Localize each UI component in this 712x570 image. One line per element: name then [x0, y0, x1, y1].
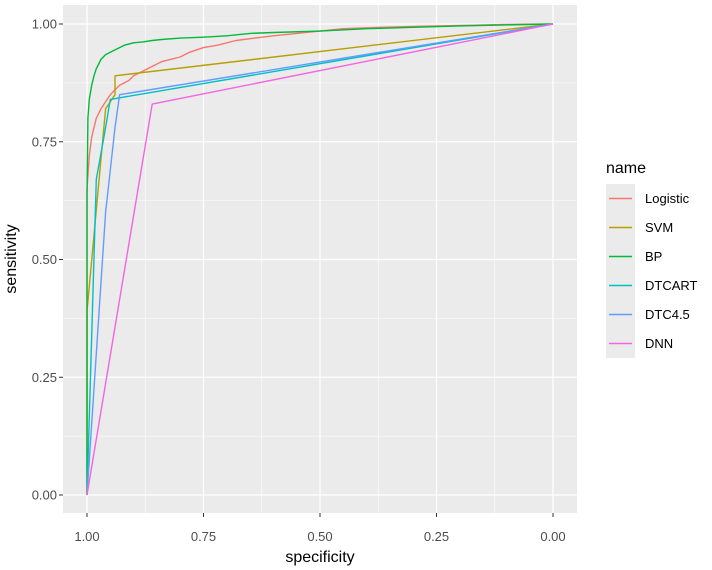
- series-line-dnn: [86, 23, 554, 496]
- major-grid: [63, 5, 577, 513]
- series-line-dtc45: [86, 23, 554, 496]
- y-tick-label: 0.75: [32, 134, 57, 149]
- series-line-bp: [86, 23, 554, 495]
- legend-label-dtc45: DTC4.5: [645, 307, 690, 322]
- legend: name Logistic SVM BP DTCART DTC4.5 DNN: [606, 160, 698, 358]
- x-axis: 1.00 0.75 0.50 0.25 0.00: [74, 513, 566, 544]
- y-tick-label: 0.25: [32, 370, 57, 385]
- x-tick-label: 0.50: [307, 529, 332, 544]
- x-tick-label: 1.00: [74, 529, 99, 544]
- x-axis-title: specificity: [285, 549, 354, 566]
- y-axis-title: sensitivity: [3, 224, 20, 293]
- legend-title: name: [606, 160, 646, 177]
- series-layer: [86, 23, 554, 496]
- legend-label-dtcart: DTCART: [645, 278, 698, 293]
- legend-label-bp: BP: [645, 249, 662, 264]
- x-tick-label: 0.00: [540, 529, 565, 544]
- y-tick-label: 1.00: [32, 17, 57, 32]
- x-tick-label: 0.75: [191, 529, 216, 544]
- y-tick-label: 0.50: [32, 252, 57, 267]
- series-line-dtcart: [86, 23, 554, 496]
- x-tick-label: 0.25: [424, 529, 449, 544]
- legend-label-svm: SVM: [645, 220, 673, 235]
- legend-label-logistic: Logistic: [645, 191, 690, 206]
- y-tick-label: 0.00: [32, 488, 57, 503]
- series-line-logistic: [86, 23, 554, 495]
- y-axis: 0.00 0.25 0.50 0.75 1.00: [32, 17, 63, 503]
- legend-label-dnn: DNN: [645, 336, 673, 351]
